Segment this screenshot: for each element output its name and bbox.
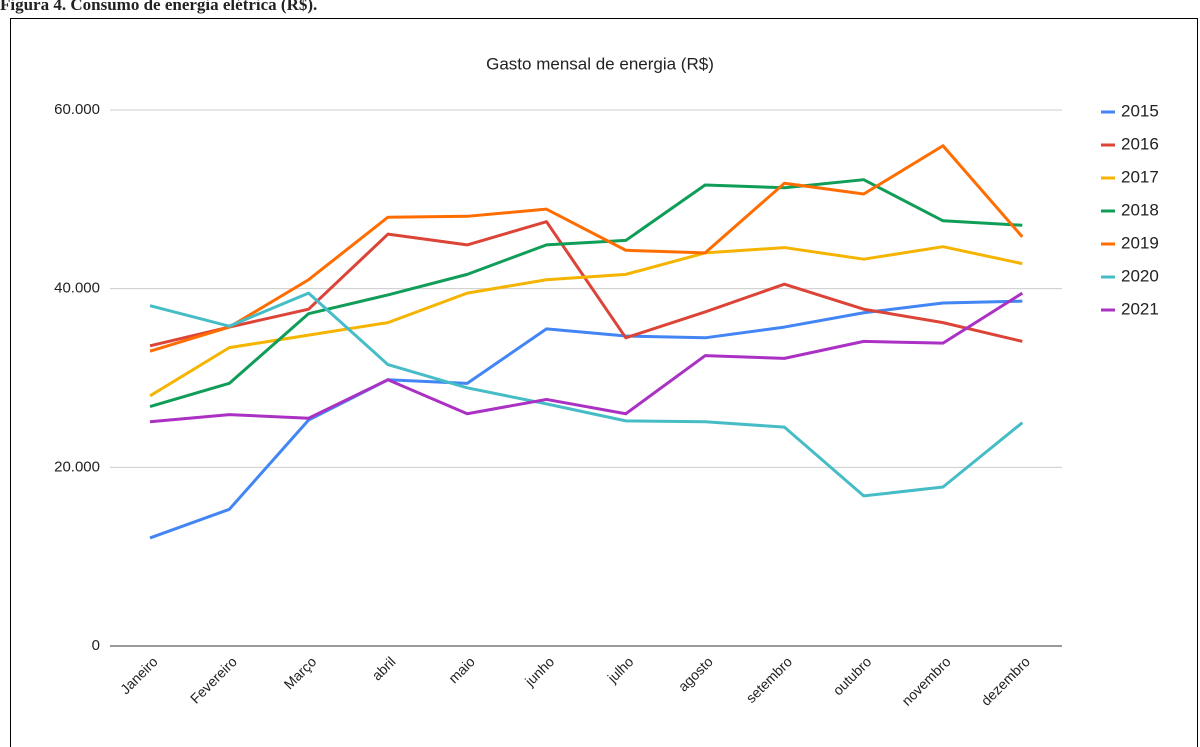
- series-line: [149, 291, 1024, 498]
- legend-label: 2018: [1121, 200, 1159, 219]
- x-tick-label: Janeiro: [117, 653, 161, 697]
- x-tick-label: outubro: [830, 653, 875, 698]
- x-tick-label: abril: [369, 653, 399, 683]
- series-line: [149, 220, 1023, 348]
- series-line: [149, 245, 1023, 398]
- x-tick-label: dezembro: [978, 653, 1033, 708]
- legend-label: 2021: [1121, 299, 1159, 318]
- chart-border: [10, 18, 1198, 747]
- x-tick-label: Fevereiro: [187, 653, 240, 706]
- x-tick-label: maio: [445, 653, 478, 686]
- x-tick-label: julho: [604, 653, 637, 686]
- chart-title: Gasto mensal de energia (R$): [486, 54, 714, 73]
- caption: Figura 4. Consumo de energia elétrica (R…: [0, 0, 317, 14]
- series-line: [149, 178, 1023, 409]
- series-line: [149, 144, 1024, 353]
- legend-label: 2016: [1121, 134, 1159, 153]
- x-tick-label: setembro: [743, 653, 796, 706]
- x-tick-label: junho: [521, 653, 557, 689]
- legend-label: 2020: [1121, 266, 1159, 285]
- y-tick-label: 0: [92, 637, 100, 654]
- y-tick-label: 60.000: [54, 101, 100, 118]
- series-line: [149, 291, 1024, 424]
- y-tick-label: 20.000: [54, 458, 100, 475]
- x-tick-label: novembro: [898, 653, 953, 708]
- x-tick-label: agosto: [675, 653, 716, 694]
- legend-label: 2015: [1121, 101, 1159, 120]
- y-tick-label: 40.000: [54, 280, 100, 297]
- legend-label: 2019: [1121, 233, 1159, 252]
- x-tick-label: Março: [281, 653, 320, 692]
- legend-label: 2017: [1121, 167, 1159, 186]
